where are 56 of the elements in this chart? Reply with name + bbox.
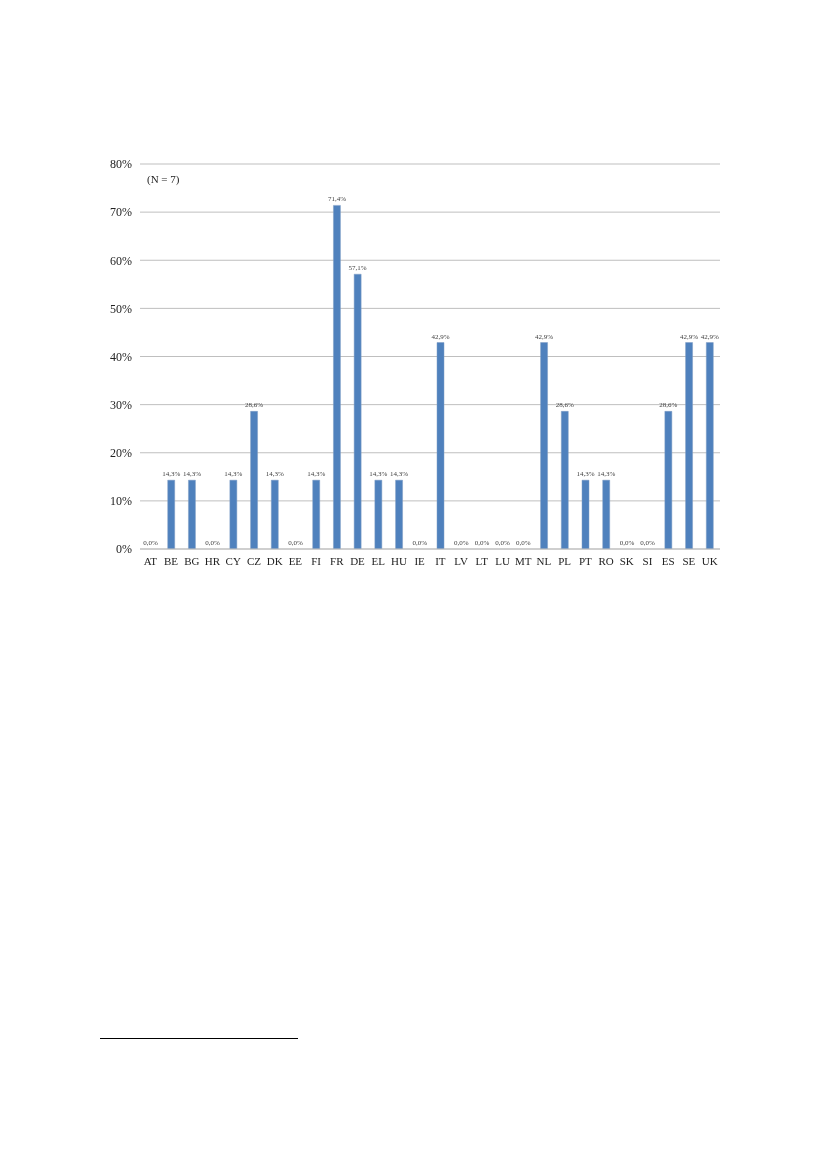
y-tick-label: 10% xyxy=(110,494,132,509)
x-tick-label: AT xyxy=(143,554,158,567)
x-tick-label: LV xyxy=(454,554,468,567)
bar xyxy=(664,411,673,549)
x-tick-label: BG xyxy=(184,554,200,567)
x-tick-label: LT xyxy=(475,554,489,567)
x-tick-label: SI xyxy=(642,554,653,567)
bar xyxy=(271,479,279,549)
y-tick-label: 60% xyxy=(110,253,132,268)
bar xyxy=(540,342,548,549)
annotation: (N = 7) xyxy=(147,173,180,185)
bar xyxy=(561,411,569,549)
bar xyxy=(395,479,403,549)
bar xyxy=(602,479,610,549)
x-tick-label: BE xyxy=(164,554,179,567)
y-tick-label: 20% xyxy=(110,446,132,461)
x-tick-label: IT xyxy=(435,554,446,567)
y-tick-label: 0% xyxy=(116,542,132,557)
bar xyxy=(706,342,714,549)
bar xyxy=(250,411,258,549)
x-tick-label: UK xyxy=(701,554,718,567)
bar xyxy=(229,479,238,549)
x-tick-label: MT xyxy=(514,554,532,567)
x-tick-label: HU xyxy=(390,554,407,567)
x-tick-label: HR xyxy=(204,554,221,567)
bar xyxy=(374,479,383,549)
x-tick-label: EL xyxy=(371,554,386,567)
bar xyxy=(188,479,196,549)
bar xyxy=(436,342,445,549)
x-tick-label: CZ xyxy=(246,554,262,567)
bar xyxy=(333,205,341,549)
x-tick-label: EE xyxy=(288,554,303,567)
x-tick-label: NL xyxy=(536,554,552,567)
bar xyxy=(312,479,320,549)
x-tick-label: FR xyxy=(330,554,345,567)
x-tick-label: FI xyxy=(311,554,322,567)
x-tick-label: PL xyxy=(558,554,572,567)
y-tick-label: 30% xyxy=(110,397,132,412)
y-tick-label: 80% xyxy=(110,157,132,172)
y-tick-label: 50% xyxy=(110,301,132,316)
y-tick-label: 40% xyxy=(110,349,132,364)
bar xyxy=(167,479,175,549)
x-tick-label: CY xyxy=(225,554,241,567)
x-tick-label: ES xyxy=(661,554,675,567)
bar xyxy=(685,342,693,549)
x-tick-label: PT xyxy=(578,554,593,567)
x-tick-label: DK xyxy=(266,554,283,567)
x-tick-label: IE xyxy=(414,554,426,567)
bar xyxy=(581,479,590,549)
x-tick-label: RO xyxy=(598,554,614,567)
bar xyxy=(353,273,362,549)
x-tick-label: LU xyxy=(495,554,510,567)
y-tick-label: 70% xyxy=(110,205,132,220)
x-tick-label: SE xyxy=(682,554,696,567)
x-tick-label: SK xyxy=(619,554,634,567)
x-tick-label: DE xyxy=(350,554,366,567)
